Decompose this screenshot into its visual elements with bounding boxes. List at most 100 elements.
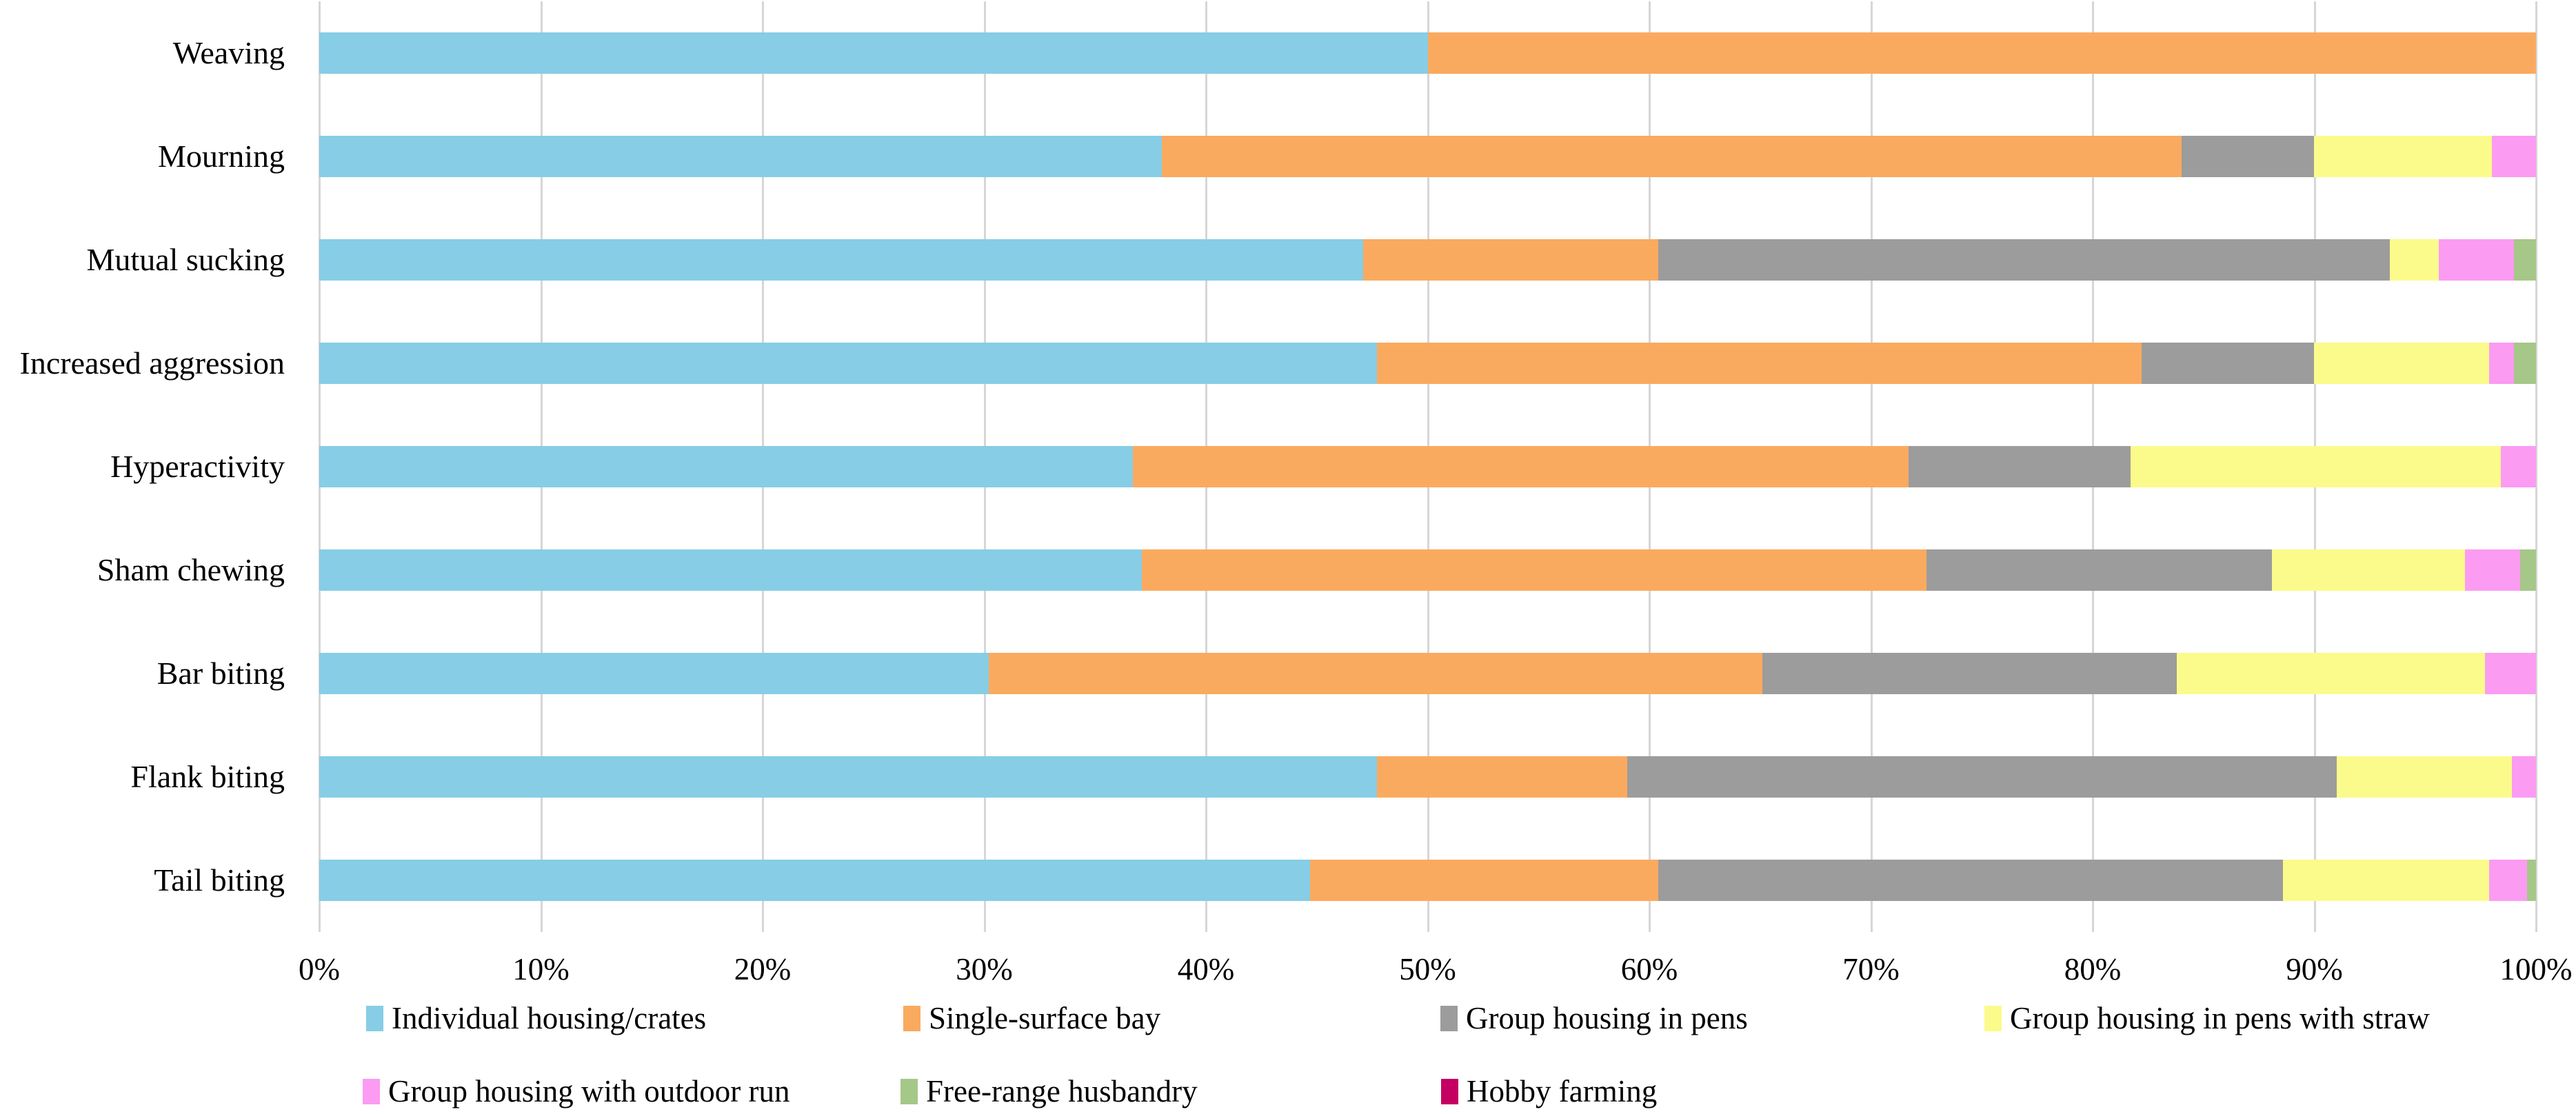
bar-segment-group-housing-in-pens-with-straw: [2314, 342, 2490, 384]
stacked-bar-mourning: [319, 135, 2536, 177]
bar-segment-individual-housing-crates: [319, 135, 1162, 177]
bar-segment-individual-housing-crates: [319, 652, 989, 694]
plot-area: [319, 1, 2537, 932]
bar-segment-single-surface-bay: [1363, 239, 1658, 281]
bar-segment-group-housing-in-pens-with-straw: [2314, 135, 2492, 177]
category-label: Hyperactivity: [110, 448, 285, 484]
x-axis-tick-label: 60%: [1620, 952, 1678, 986]
bar-row: [319, 622, 2536, 725]
bar-segment-group-housing-in-pens-with-straw: [2336, 756, 2512, 798]
category-label: Weaving: [172, 34, 285, 70]
bar-segment-single-surface-bay: [1376, 756, 1627, 798]
stacked-bar-weaving: [319, 32, 2536, 74]
bar-segment-group-housing-in-pens-with-straw: [2177, 652, 2486, 694]
legend-swatch-group-housing-in-pens: [1440, 1005, 1458, 1031]
legend-label: Group housing in pens with straw: [2010, 1000, 2430, 1035]
bar-segment-group-housing-with-outdoor-run: [2465, 549, 2521, 591]
stacked-bar-increased-aggression: [319, 342, 2536, 384]
bar-row: [319, 518, 2536, 622]
bar-segment-single-surface-bay: [1141, 549, 1926, 591]
bar-segment-group-housing-with-outdoor-run: [2485, 652, 2536, 694]
bar-segment-single-surface-bay: [1427, 32, 2536, 74]
bar-segment-single-surface-bay: [1161, 135, 2182, 177]
bar-segment-group-housing-in-pens-with-straw: [2130, 445, 2501, 487]
x-axis-tick-label: 40%: [1177, 952, 1235, 986]
x-axis-tick-label: 70%: [1842, 952, 1900, 986]
category-label: Tail biting: [154, 862, 285, 898]
stacked-bar-sham-chewing: [319, 549, 2536, 591]
x-axis-tick-label: 0%: [299, 952, 340, 986]
category-label: Increased aggression: [19, 345, 285, 381]
legend-item-group-housing-with-outdoor-run: Group housing with outdoor run: [363, 1069, 789, 1114]
bar-segment-group-housing-with-outdoor-run: [2489, 342, 2514, 384]
bar-segment-group-housing-in-pens-with-straw: [2283, 859, 2490, 901]
gridline: [2535, 1, 2537, 932]
stacked-bar-bar-biting: [319, 652, 2536, 694]
bar-row: [319, 829, 2536, 932]
stacked-bar-mutual-sucking: [319, 239, 2536, 281]
x-axis-tick-label: 80%: [2064, 952, 2122, 986]
bar-segment-individual-housing-crates: [319, 549, 1142, 591]
bar-segment-free-range-husbandry: [2520, 549, 2536, 591]
bar-segment-individual-housing-crates: [319, 756, 1377, 798]
bar-segment-group-housing-in-pens: [1658, 239, 2390, 281]
legend-label: Group housing in pens: [1466, 1000, 1748, 1035]
category-label: Flank biting: [130, 758, 285, 794]
bar-segment-individual-housing-crates: [319, 859, 1311, 901]
bar-row: [319, 415, 2536, 518]
bar-row: [319, 105, 2536, 208]
bar-segment-single-surface-bay: [1132, 445, 1909, 487]
legend-label: Hobby farming: [1467, 1073, 1658, 1108]
legend-swatch-individual-housing-crates: [366, 1005, 383, 1031]
legend-item-group-housing-in-pens-with-straw: Group housing in pens with straw: [1984, 995, 2430, 1041]
bar-segment-individual-housing-crates: [319, 239, 1364, 281]
bar-segment-group-housing-with-outdoor-run: [2500, 445, 2536, 487]
stacked-bar-flank-biting: [319, 756, 2536, 798]
category-label: Sham chewing: [97, 551, 285, 587]
category-axis: Weaving Mourning Mutual sucking Increased a…: [0, 1, 301, 932]
legend-label: Free-range husbandry: [926, 1073, 1198, 1108]
stacked-bar-hyperactivity: [319, 445, 2536, 487]
bar-segment-group-housing-with-outdoor-run: [2511, 756, 2536, 798]
x-axis-tick-label: 10%: [512, 952, 570, 986]
bar-segment-group-housing-with-outdoor-run: [2438, 239, 2514, 281]
bar-segment-individual-housing-crates: [319, 342, 1377, 384]
bar-segment-free-range-husbandry: [2527, 859, 2536, 901]
bar-row: [319, 1, 2536, 105]
bar-segment-group-housing-in-pens: [2181, 135, 2315, 177]
bar-segment-group-housing-in-pens: [1926, 549, 2273, 591]
bar-row: [319, 725, 2536, 829]
x-axis-tick-label: 100%: [2499, 952, 2573, 986]
bar-segment-group-housing-in-pens: [1762, 652, 2177, 694]
bar-segment-single-surface-bay: [988, 652, 1762, 694]
bar-row: [319, 312, 2536, 415]
legend-item-free-range-husbandry: Free-range husbandry: [900, 1069, 1198, 1114]
legend-label: Individual housing/crates: [392, 1000, 707, 1035]
x-axis-tick-label: 30%: [956, 952, 1013, 986]
legend-swatch-single-surface-bay: [903, 1005, 920, 1031]
legend-swatch-free-range-husbandry: [900, 1078, 918, 1104]
bar-segment-single-surface-bay: [1376, 342, 2142, 384]
bar-segment-group-housing-in-pens: [1909, 445, 2131, 487]
bar-segment-single-surface-bay: [1310, 859, 1658, 901]
category-label: Mourning: [158, 138, 285, 174]
bar-segment-group-housing-in-pens: [1658, 859, 2284, 901]
legend-item-group-housing-in-pens: Group housing in pens: [1440, 995, 1748, 1041]
category-label: Mutual sucking: [86, 241, 285, 277]
x-axis-tick-label: 20%: [734, 952, 792, 986]
category-label: Bar biting: [157, 655, 285, 691]
bar-row: [319, 208, 2536, 312]
legend-swatch-group-housing-in-pens-with-straw: [1984, 1005, 2002, 1031]
legend-item-hobby-farming: Hobby farming: [1441, 1069, 1657, 1114]
bar-segment-group-housing-in-pens: [2141, 342, 2315, 384]
bar-segment-group-housing-in-pens-with-straw: [2272, 549, 2466, 591]
legend-item-individual-housing-crates: Individual housing/crates: [366, 995, 706, 1041]
legend-item-single-surface-bay: Single-surface bay: [903, 995, 1160, 1041]
legend-label: Group housing with outdoor run: [388, 1073, 790, 1108]
bar-segment-group-housing-with-outdoor-run: [2489, 859, 2528, 901]
legend-label: Single-surface bay: [929, 1000, 1161, 1035]
bar-segment-free-range-husbandry: [2513, 239, 2536, 281]
bar-segment-group-housing-in-pens-with-straw: [2389, 239, 2439, 281]
legend-swatch-hobby-farming: [1441, 1078, 1458, 1104]
